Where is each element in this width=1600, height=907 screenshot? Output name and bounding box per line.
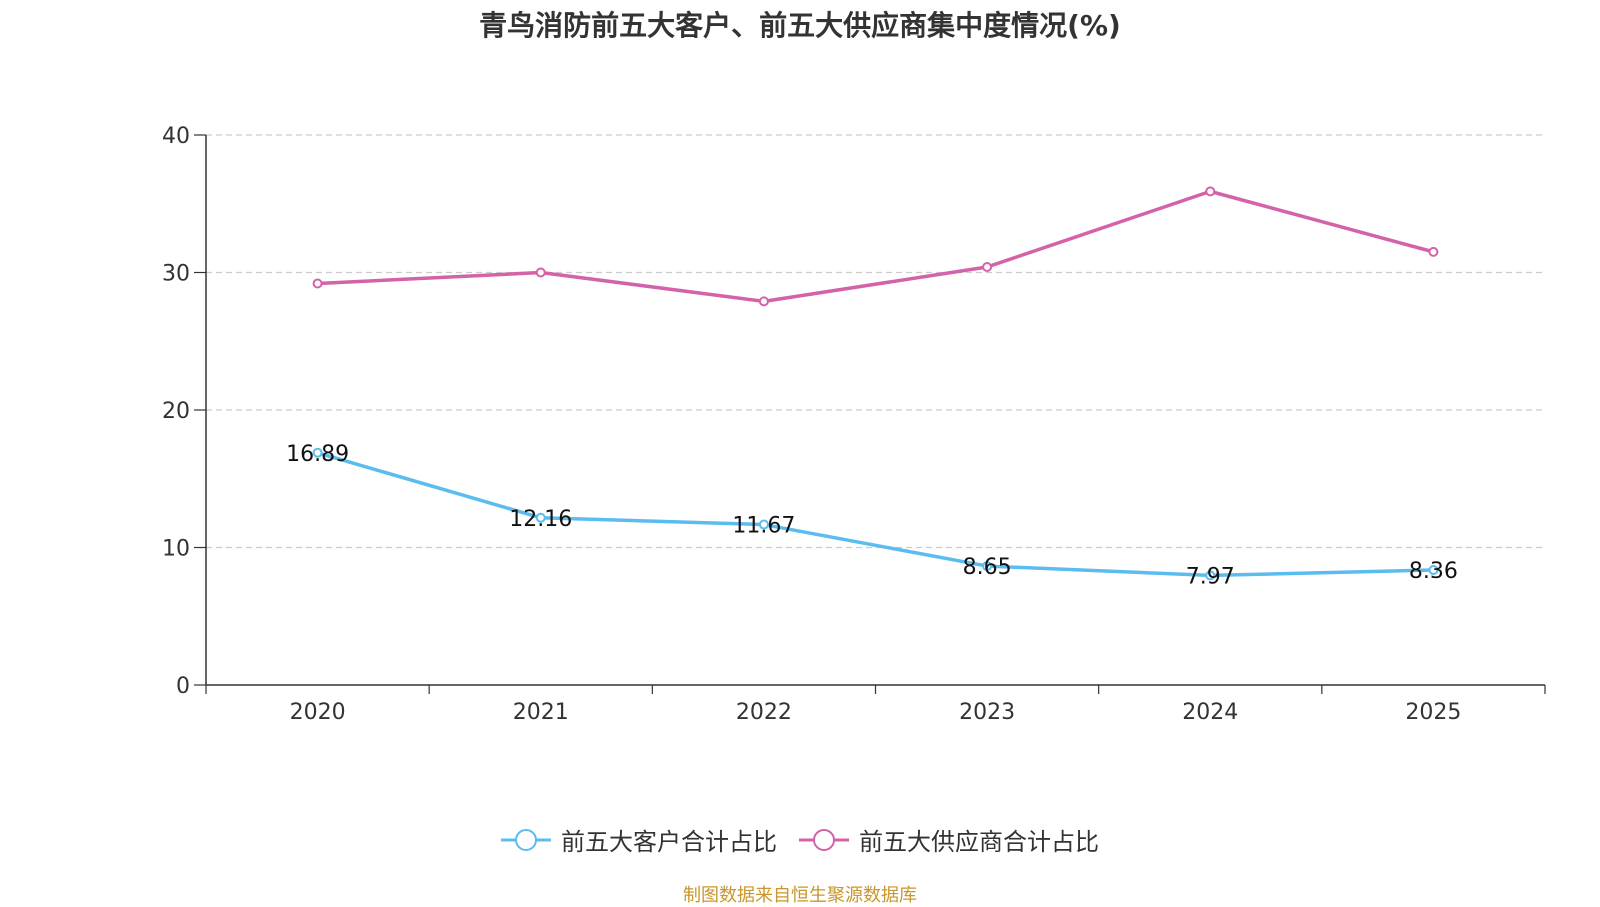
- grid-lines: [206, 134, 1545, 549]
- series-1-point-2022: [758, 296, 769, 307]
- series-lines: [312, 186, 1439, 581]
- series-1-point-2021: [535, 267, 546, 278]
- series-1-point-2020: [312, 278, 323, 289]
- x-tick-label-2021: 2021: [513, 700, 569, 725]
- chart-title: 青鸟消防前五大客户、前五大供应商集中度情况(%): [479, 9, 1121, 42]
- x-tick-label-2025: 2025: [1405, 700, 1461, 725]
- series-0-point-2024: [1205, 570, 1216, 581]
- source-note: 制图数据来自恒生聚源数据库: [683, 885, 917, 906]
- series-line-0: [317, 451, 1434, 578]
- series-0-point-2022: [758, 519, 769, 530]
- y-tick-label-20: 20: [162, 399, 190, 424]
- series-1-point-2025: [1428, 246, 1439, 257]
- x-tick-label-2022: 2022: [736, 700, 792, 725]
- series-0-label-2023: 8.65: [963, 555, 1012, 580]
- series-0-point-2020: [312, 447, 323, 458]
- legend: 前五大客户合计占比 前五大供应商合计占比: [0, 822, 1600, 857]
- series-0-label-2020: 16.89: [286, 442, 349, 467]
- series-0-point-2025: [1428, 565, 1439, 576]
- data-labels: 16.89 12.16 11.67 8.65 7.97 8.36: [286, 442, 1458, 590]
- legend-item-customers[interactable]: 前五大客户合计占比: [501, 822, 777, 857]
- series-0-label-2025: 8.36: [1409, 559, 1458, 584]
- x-tick-label-2023: 2023: [959, 700, 1015, 725]
- axes: 0 10 20 30 40 2020 2021 2022 2023 2024 2025: [162, 124, 1546, 725]
- series-0-label-2024: 7.97: [1186, 564, 1235, 589]
- series-0-label-2021: 12.16: [509, 507, 572, 532]
- legend-swatch-suppliers-icon: [799, 828, 849, 851]
- series-0-point-2021: [535, 512, 546, 523]
- x-tick-label-2020: 2020: [290, 700, 346, 725]
- series-0-label-2022: 11.67: [732, 514, 795, 539]
- series-1-point-2024: [1205, 186, 1216, 197]
- series-0-point-2023: [982, 561, 993, 572]
- y-tick-label-10: 10: [162, 537, 190, 562]
- y-tick-label-40: 40: [162, 124, 190, 149]
- x-tick-label-2024: 2024: [1182, 700, 1238, 725]
- legend-label-suppliers: 前五大供应商合计占比: [859, 828, 1099, 856]
- series-line-1: [317, 189, 1434, 304]
- legend-item-suppliers[interactable]: 前五大供应商合计占比: [799, 822, 1099, 857]
- y-tick-label-30: 30: [162, 262, 190, 287]
- legend-label-customers: 前五大客户合计占比: [561, 828, 777, 856]
- legend-swatch-customers-icon: [501, 828, 551, 851]
- series-1-point-2023: [982, 262, 993, 272]
- y-tick-label-0: 0: [176, 674, 190, 699]
